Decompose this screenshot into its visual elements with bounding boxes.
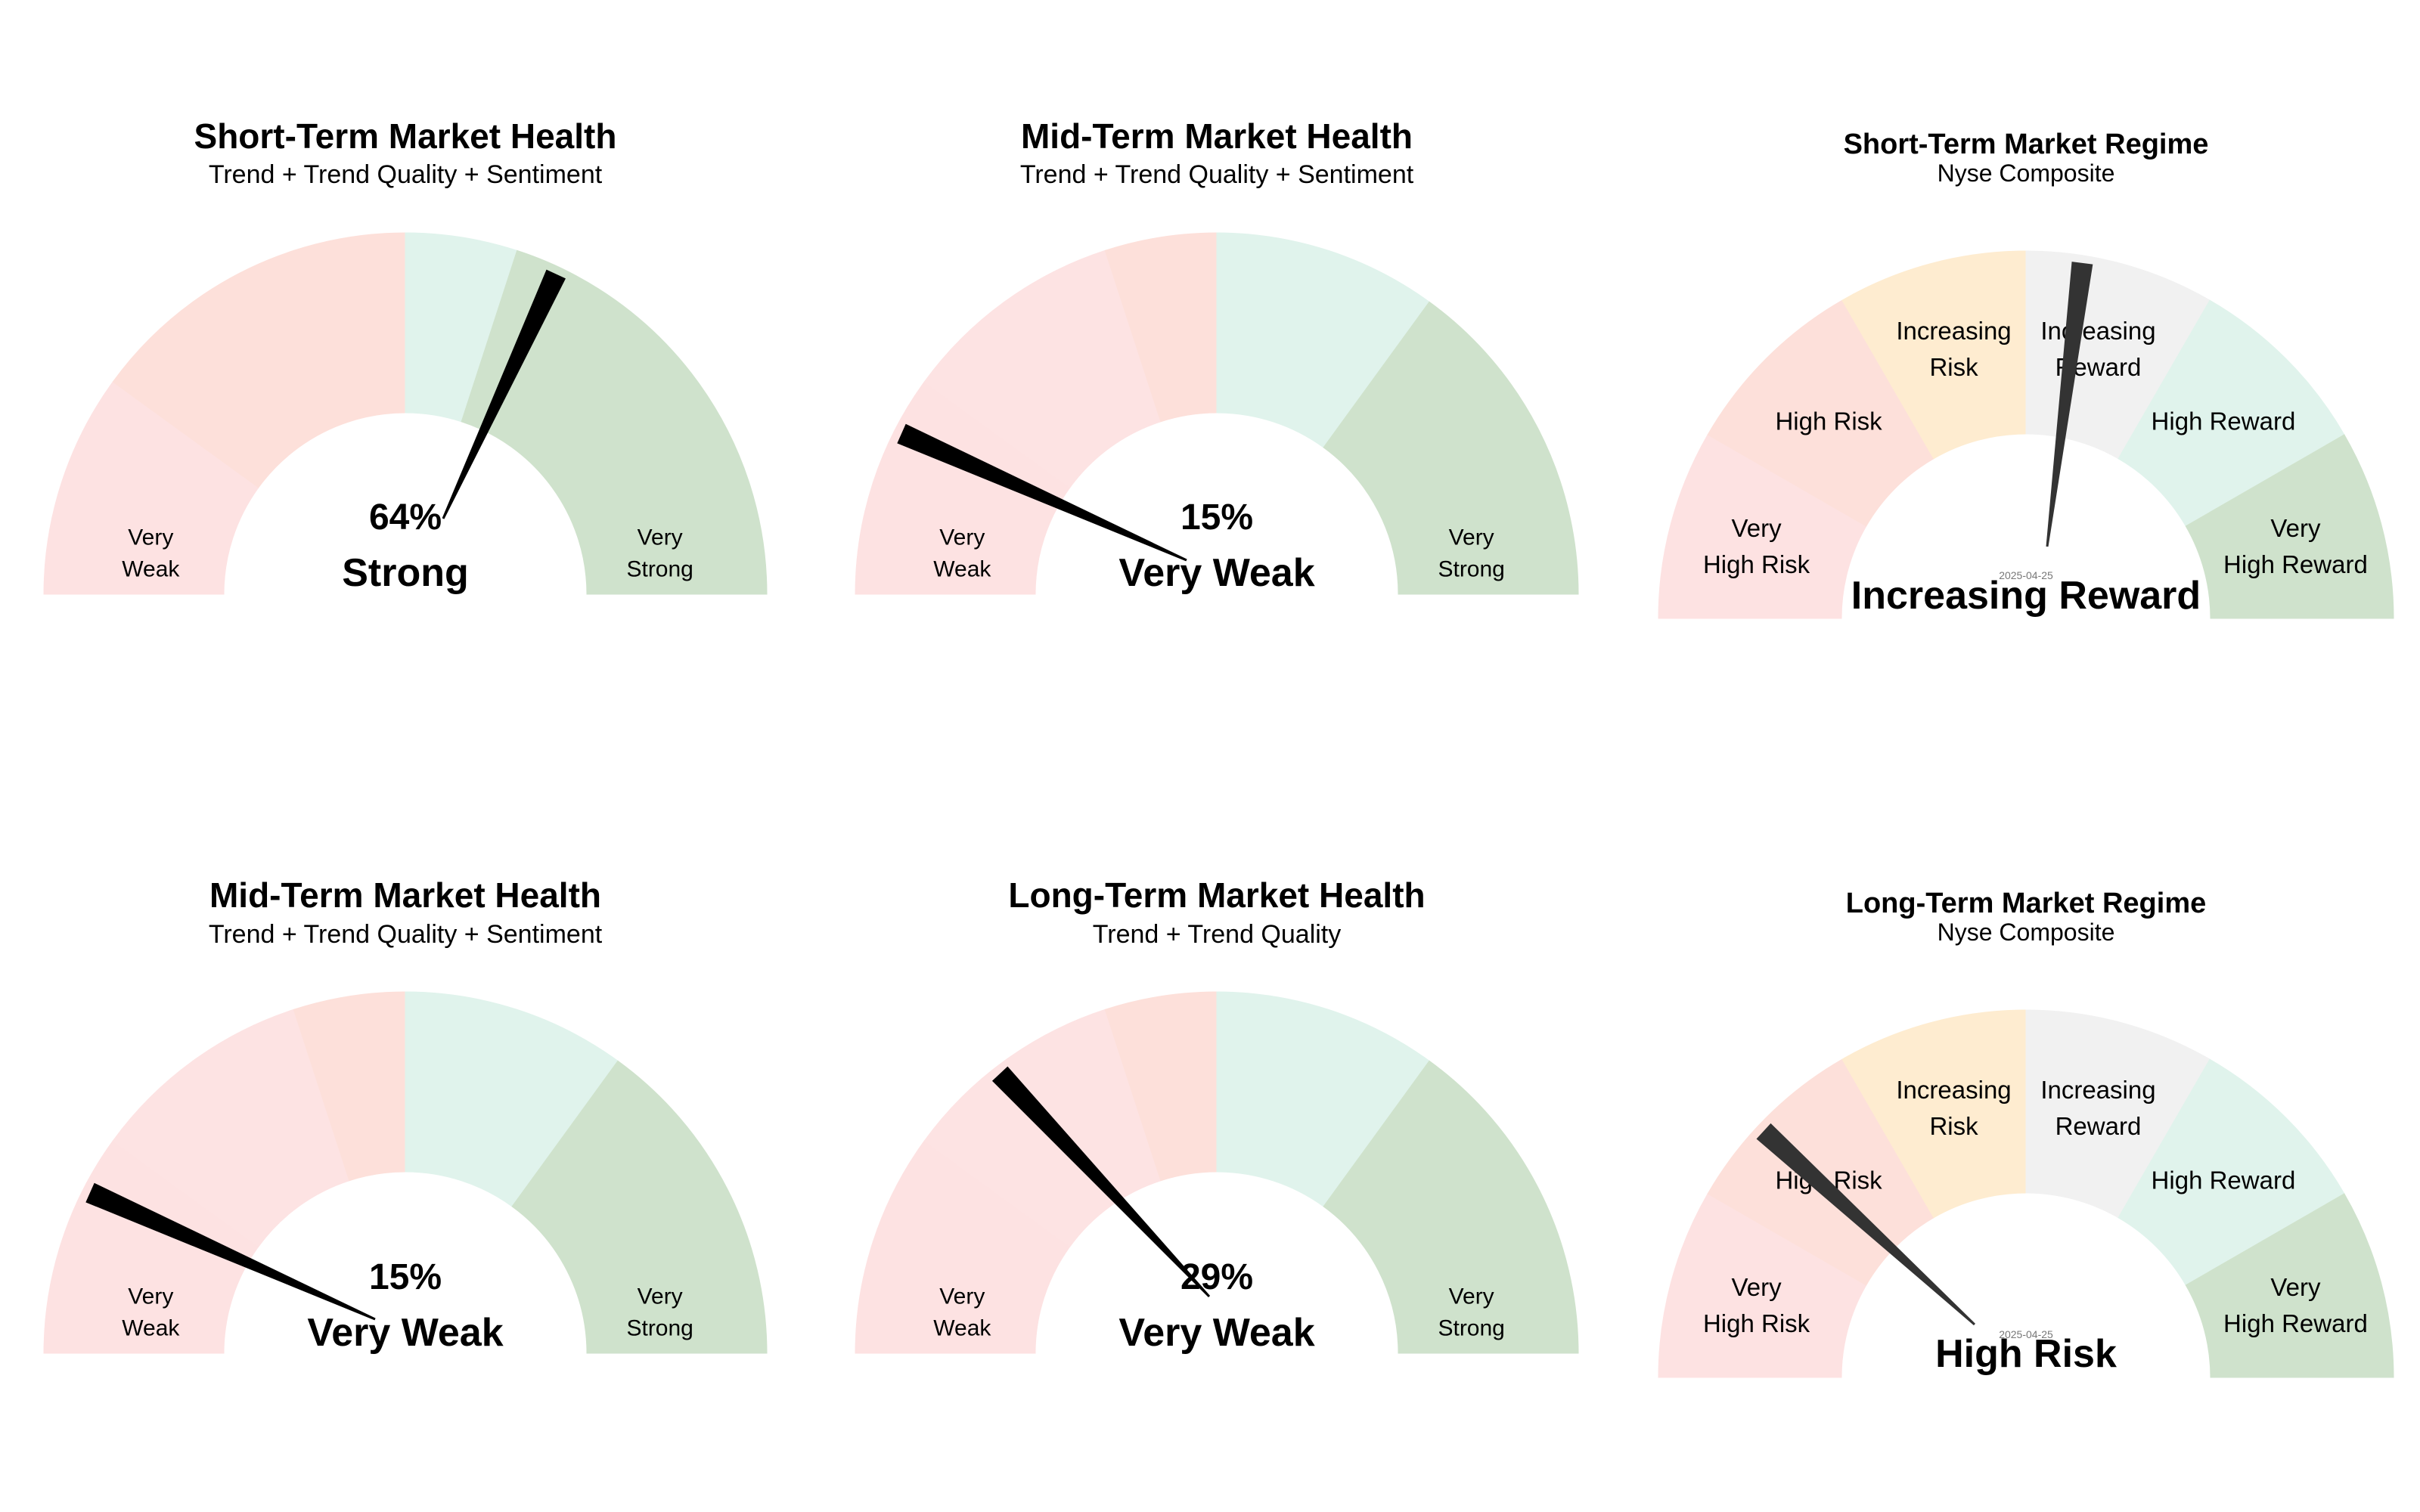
gauge-band-label: Strong (1438, 557, 1504, 582)
gauge-subtitle: Nyse Composite (1938, 919, 2115, 946)
gauge-band-label: High Reward (2152, 1167, 2296, 1194)
gauge-value: 15% (1181, 497, 1253, 538)
gauge-needle (1756, 1123, 1976, 1326)
gauge-date: 2025-04-25 (1999, 1328, 2053, 1340)
gauge-band-label: High Reward (2152, 407, 2296, 435)
gauge-status: Very Weak (1118, 1311, 1314, 1355)
gauge-band-label: Reward (2055, 1112, 2142, 1140)
gauge-band-label: Very (1449, 525, 1494, 550)
gauge-date: 2025-04-25 (1999, 569, 2053, 581)
gauge-band-4 (1216, 991, 1430, 1207)
gauge-status: Increasing Reward (1851, 574, 2201, 618)
gauge-band-label: Very (939, 1284, 985, 1309)
gauge-needle (991, 1066, 1211, 1298)
gauge-band-2 (112, 249, 350, 488)
gauge-band-label: High Reward (2223, 550, 2368, 578)
gauge-needle (442, 269, 566, 519)
gauge-band-label: Very (1732, 514, 1782, 542)
gauge-needle (897, 423, 1187, 562)
gauge-band-label: Increasing (1896, 317, 2011, 345)
gauge-needle (2046, 262, 2093, 547)
gauge-4: Mid-Term Market Health Trend + Trend Qual… (43, 875, 768, 1355)
gauge-2: Mid-Term Market Health Trend + Trend Qual… (855, 116, 1579, 595)
gauge-title: Long-Term Market Health (1008, 875, 1425, 915)
gauge-subtitle: Nyse Composite (1938, 160, 2115, 187)
gauge-band-label: Weak (122, 557, 180, 582)
gauge-band-label: Weak (933, 557, 991, 582)
gauge-band-label: Weak (122, 1316, 180, 1341)
gauge-band-6 (2185, 434, 2394, 619)
gauge-band-1 (855, 1140, 1071, 1354)
gauge-band-label: Increasing (2040, 317, 2155, 345)
gauge-5: Long-Term Market Health Trend + Trend Qua… (855, 875, 1579, 1355)
gauge-band-2 (112, 1009, 350, 1247)
gauge-band-2 (923, 249, 1162, 488)
gauge-band-1 (43, 381, 259, 595)
gauge-status: Very Weak (1118, 551, 1314, 595)
gauge-band-4 (405, 991, 619, 1207)
gauge-band-label: Very (1449, 1284, 1494, 1309)
gauge-band-label: Strong (1438, 1316, 1504, 1341)
gauge-band-5 (511, 1060, 768, 1354)
gauge-band-label: Very (2270, 514, 2321, 542)
gauge-band-label: Risk (1929, 353, 1978, 381)
gauge-band-label: Very (2270, 1273, 2321, 1301)
gauge-band-label: Weak (933, 1316, 991, 1341)
gauge-band-label: High Risk (1775, 407, 1882, 435)
gauge-band-6 (2185, 1193, 2394, 1378)
gauge-subtitle: Trend + Trend Quality + Sentiment (209, 920, 603, 949)
gauge-status: Very Weak (307, 1311, 503, 1355)
gauge-1: Short-Term Market Health Trend + Trend Qu… (43, 116, 768, 595)
gauge-subtitle: Trend + Trend Quality (1093, 920, 1342, 949)
gauge-title: Mid-Term Market Health (1021, 116, 1413, 156)
gauge-band-label: Very (128, 1284, 173, 1309)
gauge-value: 15% (369, 1257, 442, 1297)
gauge-status: Strong (342, 551, 469, 595)
gauge-subtitle: Trend + Trend Quality + Sentiment (1020, 160, 1414, 189)
gauge-band-4 (1216, 232, 1430, 448)
gauge-band-label: Very (939, 525, 985, 550)
gauge-band-label: High Risk (1703, 550, 1810, 578)
gauge-value: 64% (369, 497, 442, 538)
gauge-band-label: Strong (626, 557, 693, 582)
gauge-band-label: Increasing (2040, 1076, 2155, 1104)
gauge-band-label: Very (128, 525, 173, 550)
gauge-band-label: High Reward (2223, 1309, 2368, 1337)
gauge-band-5 (1323, 301, 1579, 595)
gauge-band-label: Increasing (1896, 1076, 2011, 1104)
gauge-band-5 (461, 249, 768, 595)
gauge-band-label: High Risk (1703, 1309, 1810, 1337)
gauge-band-label: Very (638, 1284, 683, 1309)
gauge-title: Mid-Term Market Health (209, 875, 601, 915)
gauge-band-label: Strong (626, 1316, 693, 1341)
gauge-title: Short-Term Market Health (194, 116, 617, 156)
gauge-band-label: Risk (1929, 1112, 1978, 1140)
gauge-title: Long-Term Market Regime (1846, 888, 2206, 919)
gauge-subtitle: Trend + Trend Quality + Sentiment (209, 160, 603, 189)
gauge-band-label: Very (1732, 1273, 1782, 1301)
gauge-band-5 (1323, 1060, 1579, 1354)
gauge-needle (85, 1182, 376, 1321)
gauge-title: Short-Term Market Regime (1844, 129, 2209, 160)
gauge-status: High Risk (1935, 1332, 2117, 1376)
gauge-band-label: Very (638, 525, 683, 550)
